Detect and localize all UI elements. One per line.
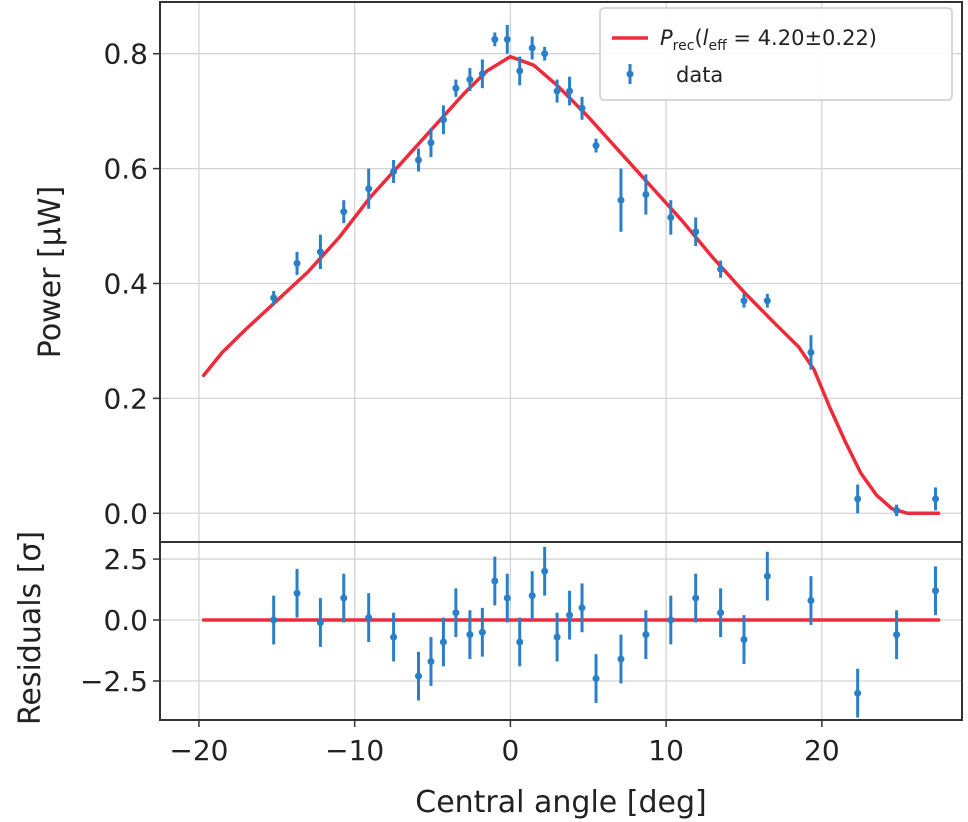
residual-data-point	[642, 631, 650, 639]
residual-data-point	[592, 675, 600, 683]
main-data-point	[617, 196, 625, 204]
residual-y-axis-label: Residuals [σ]	[13, 531, 48, 725]
residual-data-point	[932, 587, 940, 595]
residual-grid	[160, 542, 962, 720]
residual-data-point	[566, 611, 574, 619]
main-data-point	[553, 87, 561, 95]
x-tick-label: −10	[325, 734, 384, 767]
residual-data-point	[439, 638, 447, 646]
main-data-point	[932, 495, 940, 503]
residual-data-point	[578, 604, 586, 612]
main-y-tick-label: 0.8	[103, 38, 148, 71]
main-y-axis-label: Power [μW]	[33, 186, 68, 358]
residual-data-point	[293, 589, 301, 597]
x-tick-label: 10	[648, 734, 684, 767]
legend-box	[599, 7, 953, 101]
main-data-point	[478, 70, 486, 78]
residual-data-point	[854, 689, 862, 697]
residual-data-point	[427, 657, 435, 665]
main-data-point	[365, 185, 373, 193]
main-data-point	[893, 506, 901, 514]
main-data-point	[452, 84, 460, 92]
residual-data-point	[415, 672, 423, 680]
main-data-point	[717, 265, 725, 273]
residual-data-point	[316, 618, 324, 626]
residual-data-point	[516, 638, 524, 646]
residual-y-tick-label: 0.0	[103, 604, 148, 637]
residual-data-point	[528, 592, 536, 600]
legend-data-swatch	[626, 64, 634, 84]
residual-data-point	[617, 655, 625, 663]
main-data-point	[528, 44, 536, 52]
main-y-tick-label: 0.6	[103, 153, 148, 186]
residual-data-point	[270, 616, 278, 624]
residual-data-point	[340, 594, 348, 602]
residual-data-point	[541, 567, 549, 575]
residual-data-point	[466, 631, 474, 639]
main-data-point	[807, 348, 815, 356]
legend-model-label: Prec(leff = 4.20±0.22)	[660, 26, 877, 54]
main-data-point	[642, 190, 650, 198]
main-data-point	[516, 67, 524, 75]
main-data-point	[541, 50, 549, 58]
legend: Prec(leff = 4.20±0.22) data	[599, 7, 953, 101]
residual-tick-labels: −20 −10 0 10 20 2.5 0.0 −2.5	[80, 543, 840, 767]
residual-data-point	[740, 636, 748, 644]
residual-data-point	[717, 609, 725, 617]
main-data-point	[466, 76, 474, 84]
residual-data-point	[667, 616, 675, 624]
main-data-point	[578, 104, 586, 112]
main-data-point	[316, 248, 324, 256]
residual-data-point	[491, 577, 499, 585]
residual-data-point	[390, 633, 398, 641]
legend-data-label: data	[676, 63, 723, 87]
residual-data-point	[893, 631, 901, 639]
main-data-point	[667, 213, 675, 221]
main-y-tick-labels: 0.0 0.2 0.4 0.6 0.8	[103, 38, 160, 530]
residual-axes-frame	[159, 541, 963, 721]
residual-y-tick-label: −2.5	[80, 665, 148, 698]
residual-y-tick-label: 2.5	[103, 543, 148, 576]
main-data-point	[503, 35, 511, 43]
residual-data-point	[365, 614, 373, 622]
residual-data-point	[807, 597, 815, 605]
main-data-point	[390, 167, 398, 175]
main-data-point	[491, 35, 499, 43]
main-plot-area	[201, 24, 941, 517]
main-data-point	[854, 495, 862, 503]
main-data-point	[415, 156, 423, 164]
x-tick-label: 20	[804, 734, 840, 767]
residual-data-point	[503, 594, 511, 602]
x-axis-label: Central angle [deg]	[415, 785, 707, 820]
residual-data-point	[553, 633, 561, 641]
main-data-point	[293, 259, 301, 267]
main-y-tick-label: 0.0	[103, 497, 148, 530]
main-data-point	[439, 116, 447, 124]
main-data-point	[566, 87, 574, 95]
main-y-tick-label: 0.2	[103, 382, 148, 415]
residual-data-point	[692, 594, 700, 602]
main-data-point	[427, 139, 435, 147]
main-data-point	[270, 294, 278, 302]
main-model-line	[201, 54, 941, 516]
residual-data-point	[763, 572, 771, 580]
main-data-point	[740, 297, 748, 305]
x-tick-label: 0	[501, 734, 519, 767]
main-y-tick-label: 0.4	[103, 267, 148, 300]
main-data-point	[692, 228, 700, 236]
x-tick-label: −20	[169, 734, 228, 767]
main-data-point	[763, 297, 771, 305]
residual-data-point	[452, 609, 460, 617]
residual-data-point	[478, 628, 486, 636]
main-data-point	[592, 142, 600, 150]
main-data-point	[340, 208, 348, 216]
residual-plot-area	[201, 546, 941, 718]
